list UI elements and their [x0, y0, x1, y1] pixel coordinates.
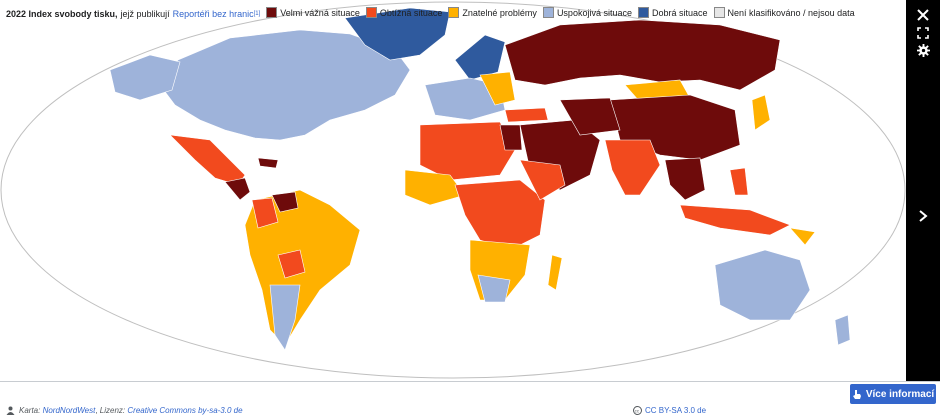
chevron-right-icon: [919, 210, 928, 222]
fullscreen-icon: [917, 27, 929, 39]
svg-text:cc: cc: [635, 408, 640, 413]
legend-item: Obtížná situace: [365, 7, 443, 18]
region-argentina: [269, 284, 301, 351]
settings-button[interactable]: [914, 41, 932, 59]
legend-swatch: [448, 7, 460, 18]
region-japan: [751, 94, 771, 131]
region-horn-africa: [519, 159, 566, 201]
license-badge[interactable]: cc CC BY-SA 3.0 de: [633, 406, 706, 415]
viewer-toolbar: [906, 0, 940, 381]
region-west-africa: [404, 169, 466, 206]
region-indonesia: [679, 204, 791, 236]
region-turkey: [504, 107, 549, 123]
region-eastern-europe: [479, 71, 516, 106]
region-papua: [789, 227, 816, 246]
fullscreen-button[interactable]: [914, 24, 932, 42]
region-scandinavia: [454, 34, 506, 81]
region-new-zealand: [834, 314, 851, 346]
license-badge-text: CC BY-SA 3.0 de: [645, 406, 707, 415]
world-map: [0, 0, 906, 381]
region-india: [604, 139, 661, 196]
footnote-link[interactable]: [1]: [253, 10, 261, 17]
caption-bar: [0, 381, 940, 420]
region-philippines: [729, 167, 749, 196]
region-australia: [714, 249, 811, 321]
legend-item: Není klasifikováno / nejsou data: [713, 7, 855, 18]
next-button[interactable]: [914, 207, 932, 225]
region-russia: [504, 19, 781, 91]
more-info-label: Více informací: [865, 388, 935, 400]
region-venezuela: [271, 191, 299, 213]
region-colombia: [251, 197, 279, 229]
map-label: Karta:: [19, 406, 41, 415]
more-info-button[interactable]: Více informací: [850, 384, 936, 404]
legend-item: Dobrá situace: [637, 7, 708, 18]
legend-item: Uspokojivá situace: [542, 7, 632, 18]
map-caption: 2022 Index svobody tisku, jejž publikují…: [6, 7, 855, 20]
region-southeast-asia: [664, 157, 706, 201]
legend-swatch: [637, 7, 649, 18]
hand-pointer-icon: [852, 389, 861, 399]
caption-text: jejž publikují: [120, 8, 170, 19]
legend: Velmi vážná situace Obtížná situace Znatel…: [260, 7, 855, 20]
region-madagascar: [547, 254, 563, 291]
close-button[interactable]: [914, 6, 932, 24]
legend-swatch: [266, 7, 278, 18]
region-alaska: [109, 54, 181, 101]
legend-item: Velmi vážná situace: [266, 7, 360, 18]
region-north-africa: [419, 121, 516, 181]
legend-label: Znatelné problémy: [462, 7, 537, 18]
legend-swatch: [542, 7, 554, 18]
region-north-america: [159, 29, 411, 141]
legend-label: Uspokojivá situace: [556, 7, 632, 18]
region-central-africa: [454, 179, 546, 251]
legend-label: Není klasifikováno / nejsou data: [727, 7, 855, 18]
press-freedom-map: [0, 1, 906, 379]
legend-swatch: [713, 7, 725, 18]
region-iran-central-asia: [559, 97, 621, 136]
author-link[interactable]: NordNordWest: [42, 406, 96, 415]
legend-label: Velmi vážná situace: [280, 7, 360, 18]
publisher-link[interactable]: Reportéři bez hranic: [172, 8, 254, 19]
legend-item: Znatelné problémy: [448, 7, 537, 18]
file-meta: Karta: NordNordWest, Lizenz: Creative Co…: [6, 406, 243, 415]
legend-swatch: [365, 7, 377, 18]
legend-label: Obtížná situace: [379, 7, 443, 18]
caption-title: 2022 Index svobody tisku,: [6, 8, 118, 19]
region-bolivia: [277, 249, 306, 279]
media-viewer: [0, 0, 940, 381]
license-label: Lizenz:: [99, 406, 126, 415]
region-south-africa: [477, 274, 511, 303]
user-icon: [6, 406, 15, 415]
legend-label: Dobrá situace: [651, 7, 708, 18]
close-icon: [917, 9, 929, 21]
gear-icon: [916, 43, 930, 57]
region-caribbean: [257, 157, 279, 169]
region-egypt: [499, 124, 523, 151]
region-greenland: [344, 7, 451, 61]
cc-icon: cc: [633, 406, 642, 415]
license-link[interactable]: Creative Commons by-sa-3.0 de: [127, 406, 243, 415]
region-central-america: [224, 177, 251, 201]
